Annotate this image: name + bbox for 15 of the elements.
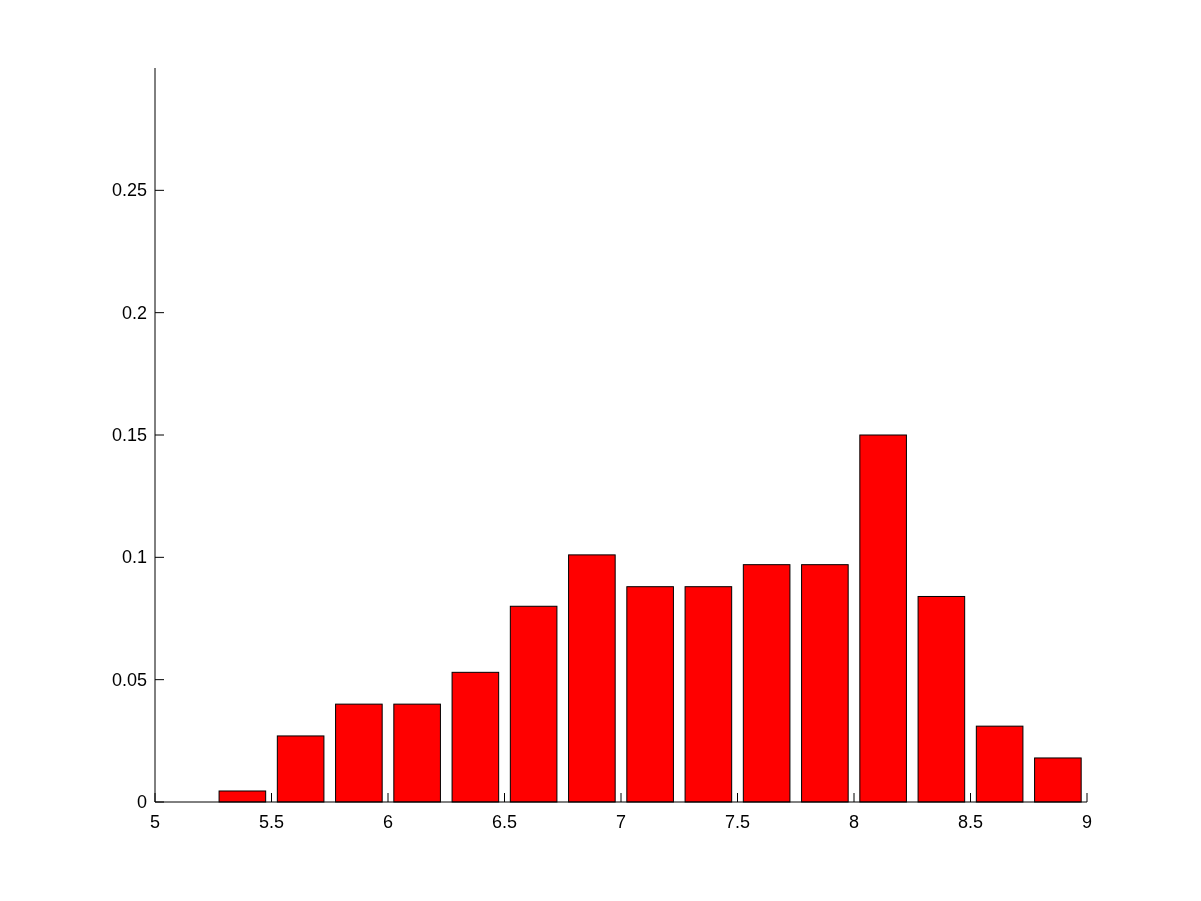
x-tick-label: 6.5 xyxy=(491,812,518,832)
y-tick-label: 0.05 xyxy=(111,669,147,690)
x-tick-label: 9 xyxy=(1081,812,1093,832)
y-tick-label: 0 xyxy=(136,792,147,812)
x-tick-label: 5.5 xyxy=(258,812,285,832)
y-tick-label: 0.1 xyxy=(121,547,147,568)
x-tick-label: 6 xyxy=(382,812,394,832)
x-tick-label: 7 xyxy=(615,812,627,832)
x-tick-label: 5 xyxy=(149,812,161,832)
x-tick-label: 7.5 xyxy=(724,812,751,832)
y-tick-label: 0.15 xyxy=(111,425,147,445)
x-tick-label: 8.5 xyxy=(957,812,984,832)
x-tick-label: 8 xyxy=(848,812,860,832)
y-tick-label: 0.2 xyxy=(121,302,147,323)
y-tick-label: 0.25 xyxy=(111,180,147,201)
